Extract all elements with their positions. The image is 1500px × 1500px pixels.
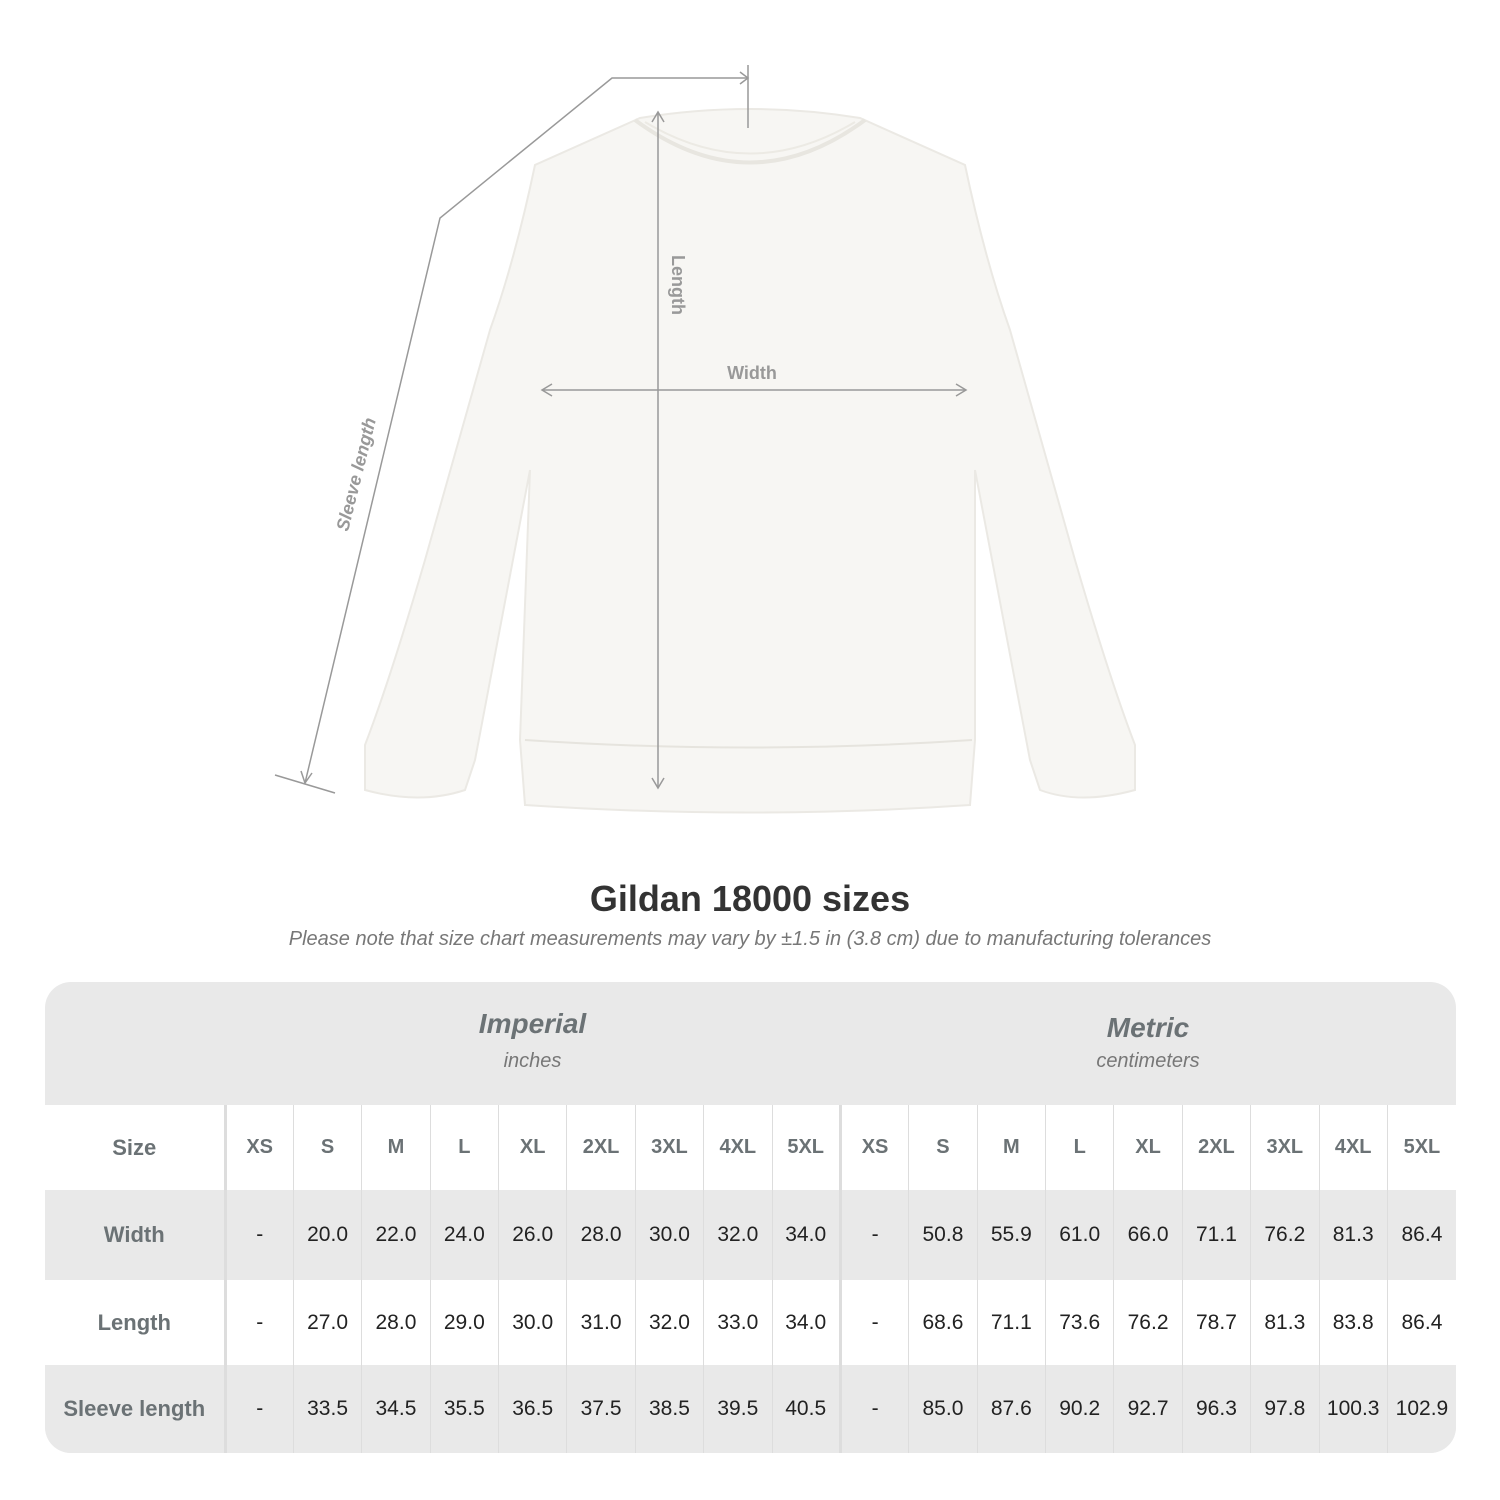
metric-value: 66.0: [1113, 1190, 1183, 1280]
metric-value: 71.1: [976, 1280, 1046, 1365]
page-title: Gildan 18000 sizes: [589, 878, 911, 919]
size-header: L: [429, 1105, 499, 1190]
size-header: S: [292, 1105, 362, 1190]
metric-value: 50.8: [908, 1190, 978, 1280]
tolerance-note: Please note that size chart measurements…: [288, 928, 1212, 950]
metric-value: -: [838, 1365, 909, 1453]
metric-value: 83.8: [1318, 1280, 1388, 1365]
metric-value: 97.8: [1250, 1365, 1319, 1453]
imperial-value: -: [224, 1280, 294, 1365]
metric-value: 90.2: [1044, 1365, 1114, 1453]
metric-value: 81.3: [1250, 1280, 1319, 1365]
imperial-value: 38.5: [634, 1365, 704, 1453]
size-header: 5XL: [1386, 1105, 1456, 1190]
imperial-value: 31.0: [566, 1280, 636, 1365]
size-header: 4XL: [703, 1105, 772, 1190]
imperial-value: 37.5: [566, 1365, 636, 1453]
row-label: Sleeve length: [45, 1365, 227, 1453]
imperial-value: 30.0: [497, 1280, 567, 1365]
imperial-value: 34.0: [771, 1280, 841, 1365]
imperial-value: 34.5: [361, 1365, 431, 1453]
imperial-value: 30.0: [634, 1190, 704, 1280]
metric-value: 92.7: [1113, 1365, 1183, 1453]
sleeve-length-label: Sleeve length: [332, 416, 379, 533]
metric-value: 73.6: [1044, 1280, 1114, 1365]
metric-value: -: [838, 1280, 909, 1365]
imperial-title: Imperial: [478, 1008, 587, 1039]
metric-unit: centimeters: [1096, 1050, 1200, 1072]
imperial-value: 35.5: [429, 1365, 499, 1453]
metric-value: 86.4: [1386, 1280, 1456, 1365]
measure-lines: [274, 65, 968, 794]
size-header: M: [976, 1105, 1046, 1190]
size-header: L: [1044, 1105, 1114, 1190]
metric-value: 100.3: [1318, 1365, 1388, 1453]
size-header: 4XL: [1318, 1105, 1388, 1190]
size-header: 3XL: [634, 1105, 704, 1190]
metric-title: Metric: [1106, 1012, 1190, 1043]
imperial-value: 28.0: [361, 1280, 431, 1365]
size-header: 3XL: [1250, 1105, 1319, 1190]
size-grid: Size XS S M L XL 2XL 3XL 4XL 5XL XS S M L XL 2XL 3XL 4XL 5…: [45, 1105, 1456, 1453]
row-label: Length: [45, 1280, 227, 1365]
imperial-value: 27.0: [292, 1280, 362, 1365]
metric-header: Metric centimeters: [840, 982, 1456, 1105]
metric-value: 81.3: [1318, 1190, 1388, 1280]
size-header: M: [361, 1105, 431, 1190]
size-header-row: Size XS S M L XL 2XL 3XL 4XL 5XL XS S M L XL 2XL 3XL 4XL 5…: [45, 1105, 1456, 1190]
imperial-value: -: [224, 1190, 294, 1280]
size-header: 2XL: [1181, 1105, 1251, 1190]
metric-value: 96.3: [1181, 1365, 1251, 1453]
imperial-value: 33.5: [292, 1365, 362, 1453]
table-row: Sleeve length -33.5 34.5 35.5 36.5 37.5 38.5 39…: [45, 1365, 1456, 1453]
imperial-value: -: [224, 1365, 294, 1453]
metric-value: 85.0: [908, 1365, 978, 1453]
imperial-value: 29.0: [429, 1280, 499, 1365]
sweatshirt-diagram: Length Width Sleeve length: [274, 65, 1136, 814]
metric-value: 102.9: [1386, 1365, 1456, 1453]
size-header: XL: [497, 1105, 567, 1190]
metric-value: 76.2: [1250, 1190, 1319, 1280]
row-label: Width: [45, 1190, 227, 1280]
metric-value: 78.7: [1181, 1280, 1251, 1365]
size-header: XS: [224, 1105, 294, 1190]
metric-value: 87.6: [976, 1365, 1046, 1453]
table-row: Width -20.0 22.0 24.0 26.0 28.0 30.0 32.0 34.0-5…: [45, 1190, 1456, 1280]
imperial-value: 24.0: [429, 1190, 499, 1280]
size-header: 5XL: [771, 1105, 841, 1190]
imperial-value: 22.0: [361, 1190, 431, 1280]
size-table: Imperial inches Metric centimeters Size X…: [45, 982, 1456, 1453]
imperial-value: 26.0: [497, 1190, 567, 1280]
imperial-value: 32.0: [634, 1280, 704, 1365]
size-header: 2XL: [566, 1105, 636, 1190]
metric-value: -: [838, 1190, 909, 1280]
imperial-value: 20.0: [292, 1190, 362, 1280]
sweatshirt-image: [364, 108, 1136, 814]
metric-value: 71.1: [1181, 1190, 1251, 1280]
imperial-value: 40.5: [771, 1365, 841, 1453]
width-label: Width: [727, 363, 777, 383]
size-header: S: [908, 1105, 978, 1190]
metric-value: 61.0: [1044, 1190, 1114, 1280]
imperial-value: 33.0: [703, 1280, 772, 1365]
metric-value: 55.9: [976, 1190, 1046, 1280]
metric-value: 76.2: [1113, 1280, 1183, 1365]
imperial-header: Imperial inches: [225, 982, 840, 1105]
imperial-value: 32.0: [703, 1190, 772, 1280]
size-header: XL: [1113, 1105, 1183, 1190]
imperial-unit: inches: [503, 1050, 562, 1072]
length-label: Length: [668, 255, 688, 315]
size-label: Size: [45, 1105, 227, 1190]
imperial-value: 39.5: [703, 1365, 772, 1453]
size-header: XS: [838, 1105, 909, 1190]
metric-value: 68.6: [908, 1280, 978, 1365]
imperial-value: 28.0: [566, 1190, 636, 1280]
imperial-value: 34.0: [771, 1190, 841, 1280]
metric-value: 86.4: [1386, 1190, 1456, 1280]
table-row: Length -27.0 28.0 29.0 30.0 31.0 32.0 33.0 34.0-…: [45, 1280, 1456, 1365]
imperial-value: 36.5: [497, 1365, 567, 1453]
